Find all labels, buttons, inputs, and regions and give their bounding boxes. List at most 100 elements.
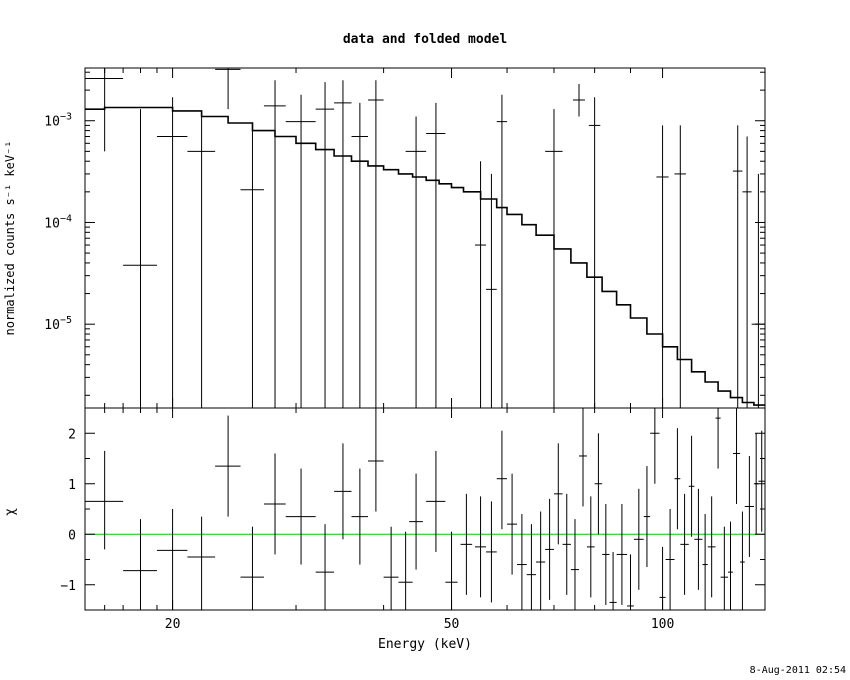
data-point bbox=[496, 94, 508, 408]
data-point bbox=[240, 125, 264, 408]
x-tick-labels: 20 50 100 bbox=[165, 617, 675, 632]
x-tick-label: 100 bbox=[651, 617, 674, 632]
data-point bbox=[405, 116, 427, 408]
y-tick-label: 10−3 bbox=[44, 112, 72, 130]
residual-point bbox=[740, 511, 745, 610]
data-point bbox=[572, 83, 585, 117]
residual-point bbox=[579, 408, 587, 507]
data-point bbox=[334, 80, 352, 408]
residual-point bbox=[123, 519, 157, 610]
residual-point bbox=[334, 443, 352, 540]
data-point bbox=[263, 80, 286, 408]
data-point bbox=[545, 109, 563, 408]
residual-point bbox=[720, 526, 729, 610]
data-point bbox=[315, 82, 335, 408]
data-point bbox=[674, 125, 686, 408]
residual-point bbox=[240, 526, 264, 610]
residual-point bbox=[460, 493, 473, 595]
residual-point bbox=[688, 435, 695, 537]
bottom-y-tick-labels: −1 0 1 2 bbox=[60, 427, 76, 594]
residual-point bbox=[496, 430, 508, 530]
data-point bbox=[123, 109, 157, 408]
y-tick-label: 0 bbox=[68, 528, 76, 543]
top-panel-ticks bbox=[84, 68, 765, 408]
residual-point bbox=[674, 428, 681, 530]
data-point bbox=[351, 102, 368, 408]
residual-point bbox=[398, 531, 413, 610]
residual-point bbox=[586, 496, 595, 598]
residual-point bbox=[445, 531, 458, 610]
residual-point bbox=[474, 496, 487, 598]
data-point bbox=[215, 68, 241, 110]
residual-point bbox=[609, 551, 617, 610]
residual-point bbox=[367, 408, 384, 512]
data-point bbox=[285, 94, 316, 408]
residual-point bbox=[315, 524, 335, 610]
x-tick-label: 20 bbox=[165, 617, 181, 632]
residual-point bbox=[351, 468, 368, 565]
chart-title: data and folded model bbox=[343, 32, 507, 47]
residual-point bbox=[758, 430, 765, 532]
x-tick-label: 50 bbox=[444, 617, 460, 632]
data-point bbox=[156, 97, 188, 408]
data-point bbox=[732, 125, 743, 408]
data-point bbox=[588, 97, 601, 408]
residual-point bbox=[187, 516, 216, 610]
data-point bbox=[656, 125, 669, 408]
data-point bbox=[742, 136, 752, 408]
y-tick-label: −1 bbox=[60, 579, 76, 594]
residual-point bbox=[517, 514, 527, 610]
y-tick-label: 1 bbox=[68, 478, 76, 493]
residual-point bbox=[659, 546, 666, 610]
data-point bbox=[187, 112, 216, 408]
residual-point bbox=[383, 526, 399, 610]
residual-point bbox=[285, 468, 316, 565]
residual-point bbox=[536, 511, 546, 610]
residual-point bbox=[562, 493, 571, 595]
residual-point bbox=[665, 509, 675, 610]
residual-point bbox=[426, 450, 446, 552]
residual-point bbox=[744, 455, 754, 557]
residual-point bbox=[156, 509, 188, 610]
x-axis-label: Energy (keV) bbox=[378, 637, 472, 652]
residual-point bbox=[553, 443, 563, 545]
data-point bbox=[426, 102, 446, 408]
data-point bbox=[751, 173, 765, 408]
data-point bbox=[486, 173, 497, 408]
residual-point bbox=[215, 415, 241, 517]
residual-point bbox=[702, 514, 708, 610]
data-point bbox=[474, 161, 487, 408]
residual-point bbox=[545, 498, 554, 600]
timestamp: 8-Aug-2011 02:54 bbox=[750, 665, 846, 676]
residual-point bbox=[616, 503, 628, 605]
y-tick-label: 2 bbox=[68, 427, 76, 442]
residual-point bbox=[602, 503, 610, 605]
top-panel-marks bbox=[85, 68, 765, 408]
residual-point bbox=[715, 408, 721, 469]
data-point bbox=[367, 80, 384, 408]
residual-point bbox=[570, 519, 580, 610]
residual-point bbox=[707, 496, 716, 598]
bottom-y-axis-label: χ bbox=[3, 508, 18, 516]
bottom-panel-ticks bbox=[84, 407, 765, 611]
residual-point bbox=[526, 524, 537, 610]
residual-point bbox=[507, 473, 518, 575]
model-line bbox=[85, 106, 765, 406]
residual-point bbox=[409, 473, 423, 570]
residual-point bbox=[650, 408, 660, 484]
residual-point bbox=[633, 488, 644, 590]
residual-point bbox=[680, 493, 689, 595]
residual-point bbox=[85, 450, 124, 550]
residual-point bbox=[486, 501, 497, 603]
residual-point bbox=[643, 466, 651, 568]
top-y-tick-labels: 10−3 10−4 10−5 bbox=[44, 112, 72, 333]
top-y-axis-label: normalized counts s⁻¹ keV⁻¹ bbox=[3, 140, 17, 335]
bottom-panel-marks bbox=[85, 408, 765, 610]
y-tick-label: 10−5 bbox=[44, 315, 72, 333]
residual-point bbox=[694, 488, 703, 590]
residual-point bbox=[732, 408, 741, 504]
y-tick-label: 10−4 bbox=[44, 213, 72, 231]
residual-point bbox=[728, 521, 733, 610]
residual-point bbox=[594, 433, 603, 535]
